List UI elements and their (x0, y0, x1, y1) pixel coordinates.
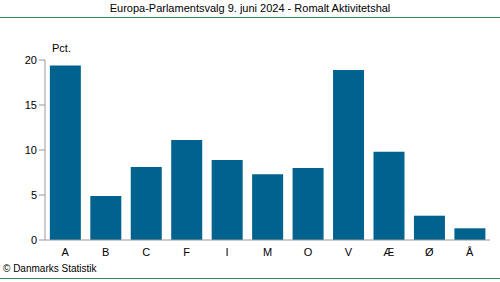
svg-text:C: C (142, 246, 150, 258)
svg-text:A: A (62, 246, 70, 258)
svg-text:5: 5 (31, 189, 37, 201)
svg-text:F: F (183, 246, 190, 258)
svg-text:M: M (263, 246, 272, 258)
html-text:© Danmarks Statistik: © Danmarks Statistik (3, 263, 97, 274)
svg-text:V: V (345, 246, 353, 258)
svg-text:I: I (226, 246, 229, 258)
svg-text:20: 20 (25, 54, 37, 66)
svg-text:Ø: Ø (425, 246, 434, 258)
html-text:Pct.: Pct. (52, 42, 71, 54)
svg-text:Å: Å (466, 246, 474, 258)
svg-text:0: 0 (31, 234, 37, 246)
svg-text:B: B (102, 246, 109, 258)
html-text:Europa-Parlamentsvalg 9. juni: Europa-Parlamentsvalg 9. juni 2024 - Rom… (109, 2, 391, 14)
svg-text:Æ: Æ (383, 246, 394, 258)
svg-text:15: 15 (25, 99, 37, 111)
svg-text:10: 10 (25, 144, 37, 156)
svg-text:O: O (304, 246, 313, 258)
